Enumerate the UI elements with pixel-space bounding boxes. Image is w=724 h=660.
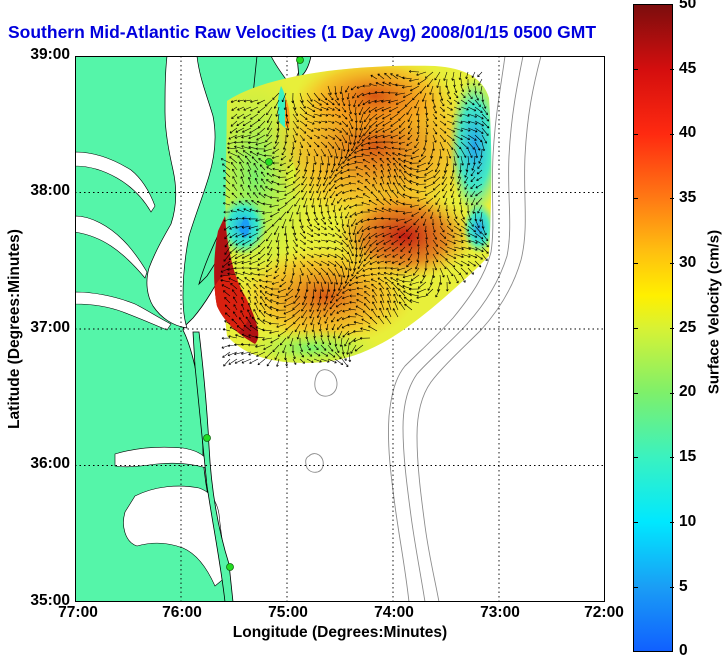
x-tick-label: 73:00 bbox=[480, 604, 520, 621]
colorbar-tick bbox=[634, 457, 674, 458]
james-river bbox=[75, 291, 172, 331]
x-tick-label: 77:00 bbox=[58, 604, 98, 621]
colorbar-tick-label: 45 bbox=[679, 60, 697, 77]
x-axis-title: Longitude (Degrees:Minutes) bbox=[232, 624, 448, 641]
map-title: Southern Mid-Atlantic Raw Velocities (1 … bbox=[8, 22, 597, 42]
colorbar-tick bbox=[634, 198, 674, 199]
colorbar-tick-label: 10 bbox=[679, 513, 697, 530]
colorbar-title: Surface Velocity (cm/s) bbox=[705, 229, 723, 395]
station-marker bbox=[265, 158, 273, 166]
station-marker bbox=[226, 563, 234, 571]
x-tick-label: 74:00 bbox=[374, 604, 414, 621]
colorbar-tick bbox=[634, 522, 674, 523]
colorbar-tick-label: 5 bbox=[679, 578, 688, 595]
rappahannock-river bbox=[75, 215, 148, 279]
x-tick-label: 72:00 bbox=[584, 604, 624, 621]
colorbar-tick-label: 15 bbox=[679, 448, 697, 465]
bathymetry-contours bbox=[305, 56, 542, 602]
y-tick-label: 37:00 bbox=[30, 319, 70, 336]
y-tick-label: 35:00 bbox=[30, 592, 70, 609]
velocity-arrow bbox=[220, 70, 490, 368]
map-plot-area bbox=[75, 56, 605, 602]
colorbar-tick bbox=[634, 69, 674, 70]
colorbar-tick-label: 50 bbox=[679, 0, 697, 12]
y-axis-title: Latitude (Degrees:Minutes) bbox=[6, 229, 23, 429]
colorbar-tick bbox=[634, 263, 674, 264]
colorbar-tick bbox=[634, 587, 674, 588]
station-marker bbox=[203, 434, 211, 442]
potomac-river bbox=[75, 151, 156, 213]
radar-stations bbox=[203, 56, 304, 571]
colorbar-tick-label: 30 bbox=[679, 254, 697, 271]
colorbar-tick-label: 0 bbox=[679, 642, 688, 659]
y-tick-label: 36:00 bbox=[30, 455, 70, 472]
colorbar-tick bbox=[634, 393, 674, 394]
y-tick-label: 38:00 bbox=[30, 182, 70, 199]
x-tick-label: 75:00 bbox=[268, 604, 308, 621]
station-marker bbox=[296, 56, 304, 64]
colorbar-tick-label: 25 bbox=[679, 319, 697, 336]
colorbar bbox=[633, 4, 674, 652]
map-canvas bbox=[75, 56, 605, 602]
outer-banks bbox=[192, 331, 234, 602]
pamlico-sound bbox=[123, 485, 228, 587]
colorbar-tick bbox=[634, 134, 674, 135]
colorbar-tick-label: 40 bbox=[679, 124, 697, 141]
velocity-vectors bbox=[220, 70, 490, 368]
colorbar-tick-label: 20 bbox=[679, 383, 697, 400]
y-tick-label: 39:00 bbox=[30, 46, 70, 63]
x-tick-label: 76:00 bbox=[162, 604, 202, 621]
colorbar-tick bbox=[634, 328, 674, 329]
colorbar-tick-label: 35 bbox=[679, 189, 697, 206]
